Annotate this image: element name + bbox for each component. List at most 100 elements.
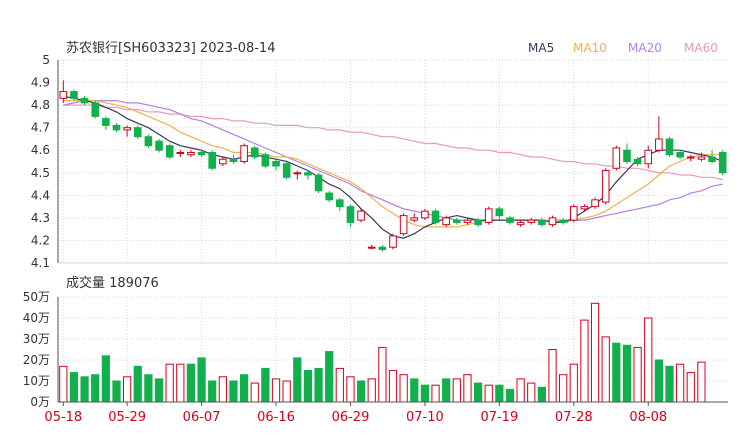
candle <box>453 217 461 225</box>
volume-bar <box>633 346 642 403</box>
candle <box>686 154 695 162</box>
volume-tick-label: 20万 <box>23 353 50 367</box>
volume-bar <box>410 378 419 403</box>
candle <box>240 143 248 164</box>
price-tick-label: 4.8 <box>31 98 50 112</box>
volume-bar <box>261 367 270 403</box>
volume-bar <box>559 374 568 403</box>
volume-bar <box>399 374 408 403</box>
volume-bar <box>229 380 238 403</box>
candle-body <box>155 140 163 151</box>
candle-body <box>644 149 653 165</box>
candle <box>208 150 217 171</box>
candle-body <box>708 156 716 163</box>
candle <box>697 152 706 162</box>
candle-body <box>282 163 291 178</box>
candle <box>282 161 291 180</box>
candle <box>527 217 536 225</box>
candle-body <box>718 151 727 174</box>
candle <box>442 215 450 227</box>
volume-bar <box>69 372 79 403</box>
candle <box>304 170 312 180</box>
volume-bar <box>431 384 440 403</box>
volume-tick-label: 0万 <box>30 395 50 409</box>
candle <box>165 143 174 160</box>
candle-body <box>357 210 365 221</box>
x-tick-label: 05-29 <box>108 410 146 425</box>
volume-bar <box>282 380 291 403</box>
volume-bar <box>569 363 578 403</box>
candle-body <box>410 217 419 221</box>
candle-body <box>197 151 206 156</box>
candle-body <box>240 145 248 162</box>
candle-body <box>112 124 121 131</box>
candle <box>197 150 206 157</box>
candle-body <box>591 199 599 208</box>
price-tick-label: 4.2 <box>31 233 50 247</box>
candle <box>272 159 280 171</box>
candle <box>378 244 387 252</box>
candle-body <box>325 192 333 201</box>
volume-bar <box>665 365 674 403</box>
candle <box>708 150 716 164</box>
candle-body <box>133 127 142 138</box>
candle <box>91 100 100 119</box>
candle-body <box>80 97 89 104</box>
price-tick-label: 5 <box>42 53 50 67</box>
volume-tick-label: 30万 <box>23 332 50 346</box>
volume-bar <box>80 376 89 403</box>
candle-body <box>367 246 376 249</box>
candle <box>123 125 131 137</box>
chart-title: 苏农银行[SH603323] 2023-08-14 <box>66 40 275 56</box>
volume-y-axis: 50万 40万 30万 20万 10万 0万 <box>23 290 50 409</box>
candle <box>559 217 567 225</box>
volume-bar <box>101 355 110 403</box>
candle <box>176 150 185 157</box>
candle <box>357 208 365 223</box>
x-tick-label: 07-28 <box>555 410 593 425</box>
x-tick-label: 06-16 <box>257 410 295 425</box>
candle <box>665 136 674 157</box>
moving-average-lines <box>63 95 723 239</box>
candle-body <box>516 221 525 226</box>
candle <box>655 116 663 153</box>
candle-body <box>665 138 674 156</box>
volume-bar <box>676 363 685 403</box>
x-tick-label: 08-08 <box>629 410 667 425</box>
volume-bar <box>250 382 259 403</box>
candle-body <box>399 215 408 235</box>
candle <box>399 213 408 236</box>
candle-body <box>378 246 387 250</box>
candle <box>250 145 259 160</box>
volume-bar <box>154 378 164 403</box>
x-tick-label: 06-29 <box>332 410 370 425</box>
candle-body <box>346 206 355 223</box>
candle-body <box>686 156 695 159</box>
volume-bar <box>239 374 249 403</box>
price-tick-label: 4.9 <box>31 76 50 90</box>
candle-body <box>697 156 706 160</box>
candle <box>506 215 514 225</box>
price-tick-label: 4.3 <box>31 211 50 225</box>
candle-body <box>453 219 461 223</box>
candle <box>601 168 610 205</box>
price-tick-label: 4.5 <box>31 166 50 180</box>
candle <box>463 217 472 225</box>
candle-body <box>102 118 110 126</box>
volume-bar <box>686 372 695 403</box>
volume-bar <box>442 378 451 403</box>
volume-bar <box>346 376 355 403</box>
candle <box>495 206 504 221</box>
candle-body <box>506 217 514 223</box>
volume-bar <box>186 363 196 403</box>
candle-body <box>219 158 227 165</box>
candle <box>431 208 440 225</box>
volume-tick-label: 50万 <box>23 290 50 304</box>
candle <box>102 116 110 130</box>
candle <box>516 220 525 227</box>
candle-body <box>389 235 397 248</box>
candle <box>633 156 642 167</box>
volume-bar <box>218 376 227 403</box>
volume-bar <box>133 365 142 403</box>
volume-bar <box>59 365 68 403</box>
